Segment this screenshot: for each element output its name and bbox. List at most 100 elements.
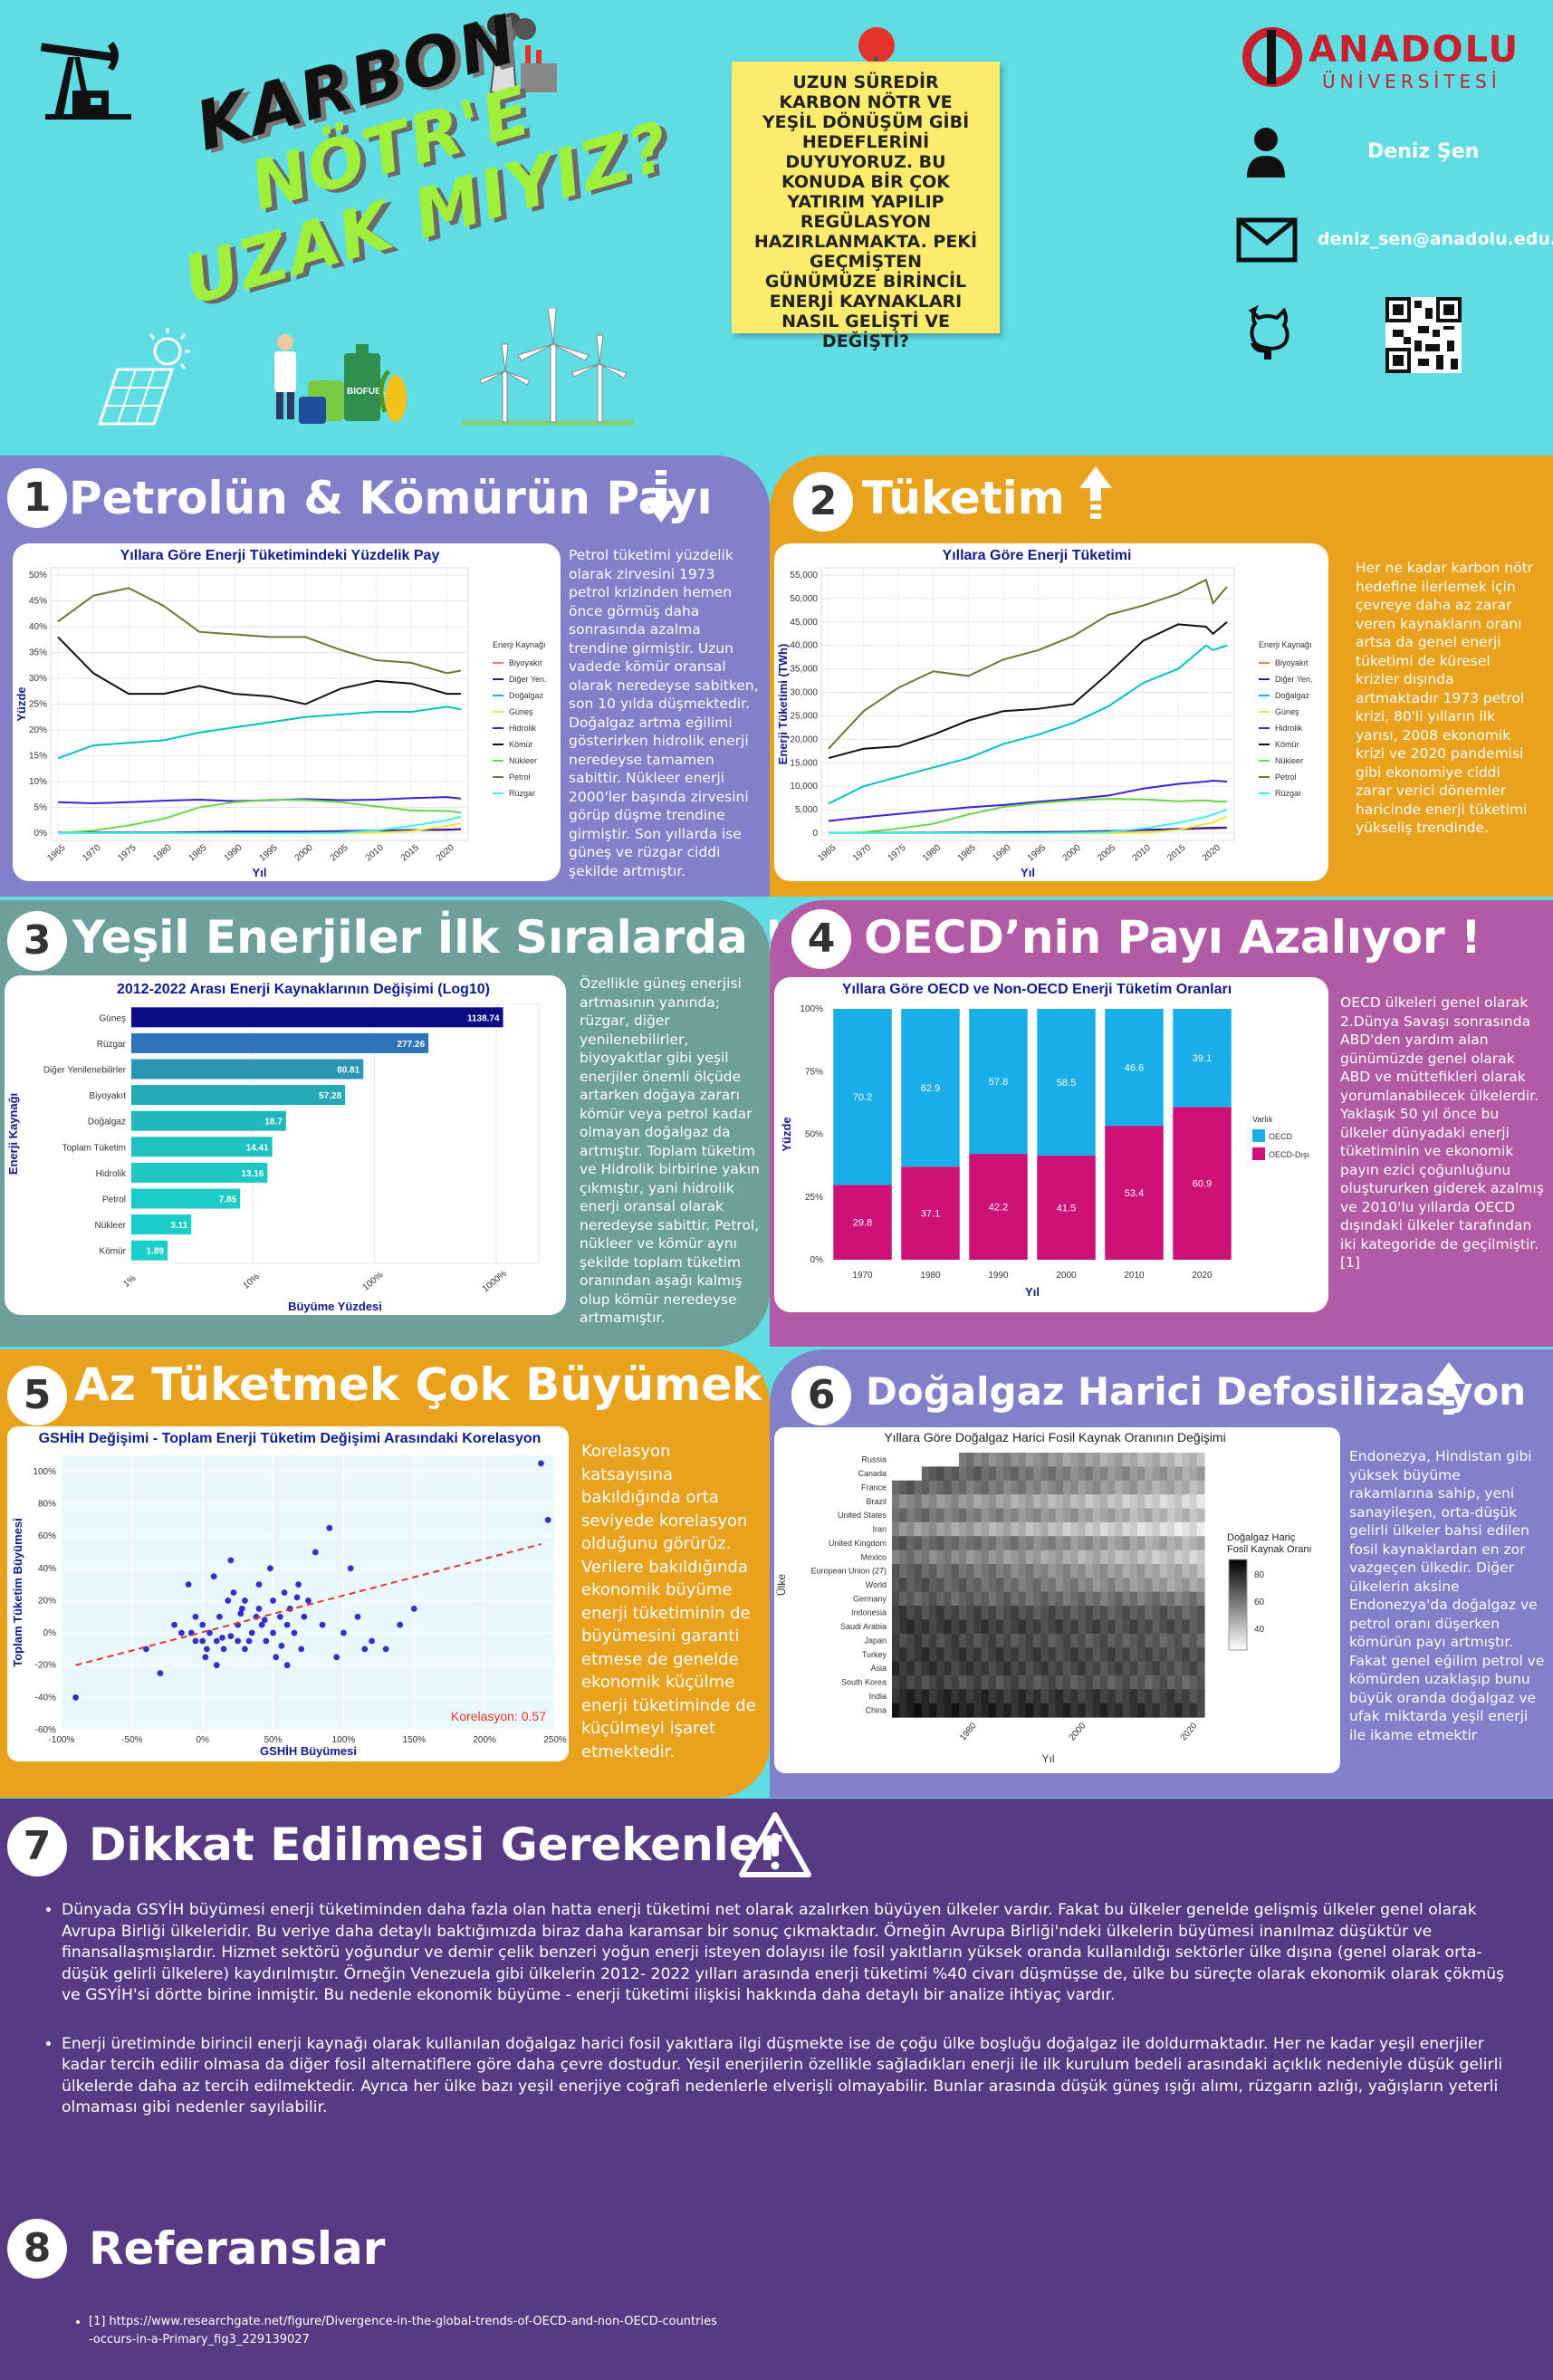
y-tick-label: 50% — [805, 1130, 823, 1140]
reference-link[interactable]: [1] https://www.researchgate.net/figure/… — [89, 2313, 717, 2349]
x-tick-label: 2010 — [1124, 1271, 1145, 1281]
section-number: 7 — [7, 1817, 67, 1876]
heatmap-cell — [1070, 1494, 1078, 1510]
heatmap-cell — [951, 1550, 960, 1565]
heatmap-cell — [892, 1633, 900, 1648]
heatmap-cell — [1070, 1675, 1078, 1690]
heatmap-cell — [1189, 1703, 1198, 1718]
heatmap-cell — [1189, 1606, 1198, 1621]
qr-code[interactable] — [1385, 297, 1462, 373]
heatmap-cell — [958, 1563, 967, 1579]
heatmap-cell — [892, 1591, 900, 1607]
scatter-point — [278, 1642, 285, 1649]
heatmap-cell — [1166, 1647, 1175, 1663]
heatmap-cell — [1107, 1480, 1117, 1495]
heatmap-cell — [1025, 1703, 1034, 1718]
heatmap-cell — [899, 1480, 908, 1495]
author-email[interactable]: deniz_sen@anadolu.edu.tr — [1318, 229, 1553, 249]
heatmap-cell — [1115, 1536, 1124, 1551]
scatter-point — [255, 1581, 263, 1588]
x-tick-label: 1990 — [223, 842, 244, 863]
heatmap-cell — [1011, 1550, 1020, 1565]
heatmap-cell — [1159, 1494, 1168, 1510]
heatmap-cell — [906, 1480, 916, 1495]
heatmap-cell — [966, 1480, 974, 1495]
heatmap-cell — [1040, 1563, 1050, 1579]
heatmap-cell — [951, 1536, 960, 1551]
heatmap-cell — [981, 1550, 990, 1565]
heatmap-cell — [981, 1606, 990, 1621]
heatmap-cell — [899, 1494, 908, 1510]
heatmap-cell — [1092, 1466, 1101, 1482]
references-list: [1] https://www.researchgate.net/figure/… — [65, 2313, 717, 2376]
heatmap-cell — [1011, 1453, 1020, 1467]
legend-tick: 60 — [1254, 1598, 1265, 1607]
x-tick-label: 1995 — [1026, 842, 1048, 863]
heatmap-cell — [914, 1619, 923, 1635]
heatmap-cell — [1189, 1508, 1198, 1523]
heatmap-cell — [1018, 1508, 1027, 1523]
heatmap-cell — [899, 1689, 908, 1704]
x-axis-label: Büyüme Yüzdesi — [288, 1300, 382, 1313]
category-label: Indonesia — [851, 1608, 887, 1617]
heatmap-cell — [1159, 1647, 1168, 1663]
heatmap-cell — [1107, 1550, 1117, 1565]
heatmap-cell — [921, 1480, 930, 1495]
bar-value-label: 57.28 — [319, 1091, 341, 1101]
heatmap-cell — [1048, 1508, 1057, 1523]
heatmap-cell — [936, 1619, 945, 1635]
heatmap-cell — [1070, 1591, 1078, 1607]
heatmap-cell — [936, 1647, 945, 1663]
heatmap-cell — [1025, 1578, 1034, 1593]
heatmap-cell — [1040, 1619, 1050, 1635]
heatmap-cell — [914, 1591, 923, 1607]
heatmap-cell — [1152, 1689, 1161, 1704]
y-axis-label: Ülke — [775, 1574, 788, 1596]
heatmap-cell — [1174, 1703, 1183, 1718]
heatmap-cell — [1055, 1619, 1064, 1635]
heatmap-cell — [1078, 1591, 1087, 1607]
scatter-point — [177, 1629, 185, 1636]
category-label: Doğalgaz — [88, 1118, 126, 1128]
x-tick-label: 1965 — [816, 842, 838, 863]
heatmap-cell — [1003, 1453, 1012, 1467]
heatmap-cell — [1018, 1563, 1027, 1579]
heatmap-cell — [1062, 1703, 1071, 1718]
scatter-point — [410, 1605, 417, 1612]
heatmap-cell — [981, 1647, 990, 1663]
category-label: Asia — [870, 1664, 887, 1673]
heatmap-cell — [981, 1521, 990, 1537]
heatmap-cell — [1159, 1466, 1168, 1482]
heatmap-cell — [936, 1689, 945, 1704]
heatmap-cell — [1166, 1606, 1175, 1621]
heatmap-cell — [944, 1647, 953, 1663]
github-icon[interactable] — [1242, 303, 1293, 360]
scatter-point — [347, 1565, 354, 1572]
heatmap-cell — [1033, 1661, 1041, 1676]
scatter-point — [242, 1598, 248, 1604]
heatmap-cell — [1152, 1703, 1161, 1718]
heatmap-cell — [1129, 1675, 1138, 1690]
heatmap-cell — [1025, 1606, 1034, 1621]
heatmap-cell — [906, 1689, 916, 1704]
heatmap-cell — [1040, 1494, 1050, 1510]
heatmap-cell — [944, 1578, 953, 1593]
heatmap-cell — [1196, 1521, 1205, 1537]
scatter-point — [263, 1637, 270, 1645]
heatmap-cell — [1159, 1606, 1168, 1621]
heatmap-cell — [1040, 1647, 1050, 1663]
heatmap-cell — [1033, 1494, 1041, 1510]
heatmap-cell — [1174, 1661, 1183, 1676]
heatmap-cell — [996, 1591, 1004, 1607]
heatmap-cell — [988, 1480, 997, 1495]
pushpin-icon — [858, 27, 895, 72]
heatmap-cell — [1115, 1480, 1124, 1495]
heatmap-cell — [1166, 1675, 1175, 1690]
heatmap-cell — [1100, 1591, 1108, 1607]
x-tick-label: 250% — [543, 1735, 567, 1745]
heatmap-cell — [1018, 1661, 1027, 1676]
heatmap-cell — [1159, 1563, 1168, 1579]
heatmap-cell — [951, 1508, 960, 1523]
heatmap-cell — [1092, 1453, 1101, 1467]
heatmap-cell — [1115, 1675, 1124, 1690]
